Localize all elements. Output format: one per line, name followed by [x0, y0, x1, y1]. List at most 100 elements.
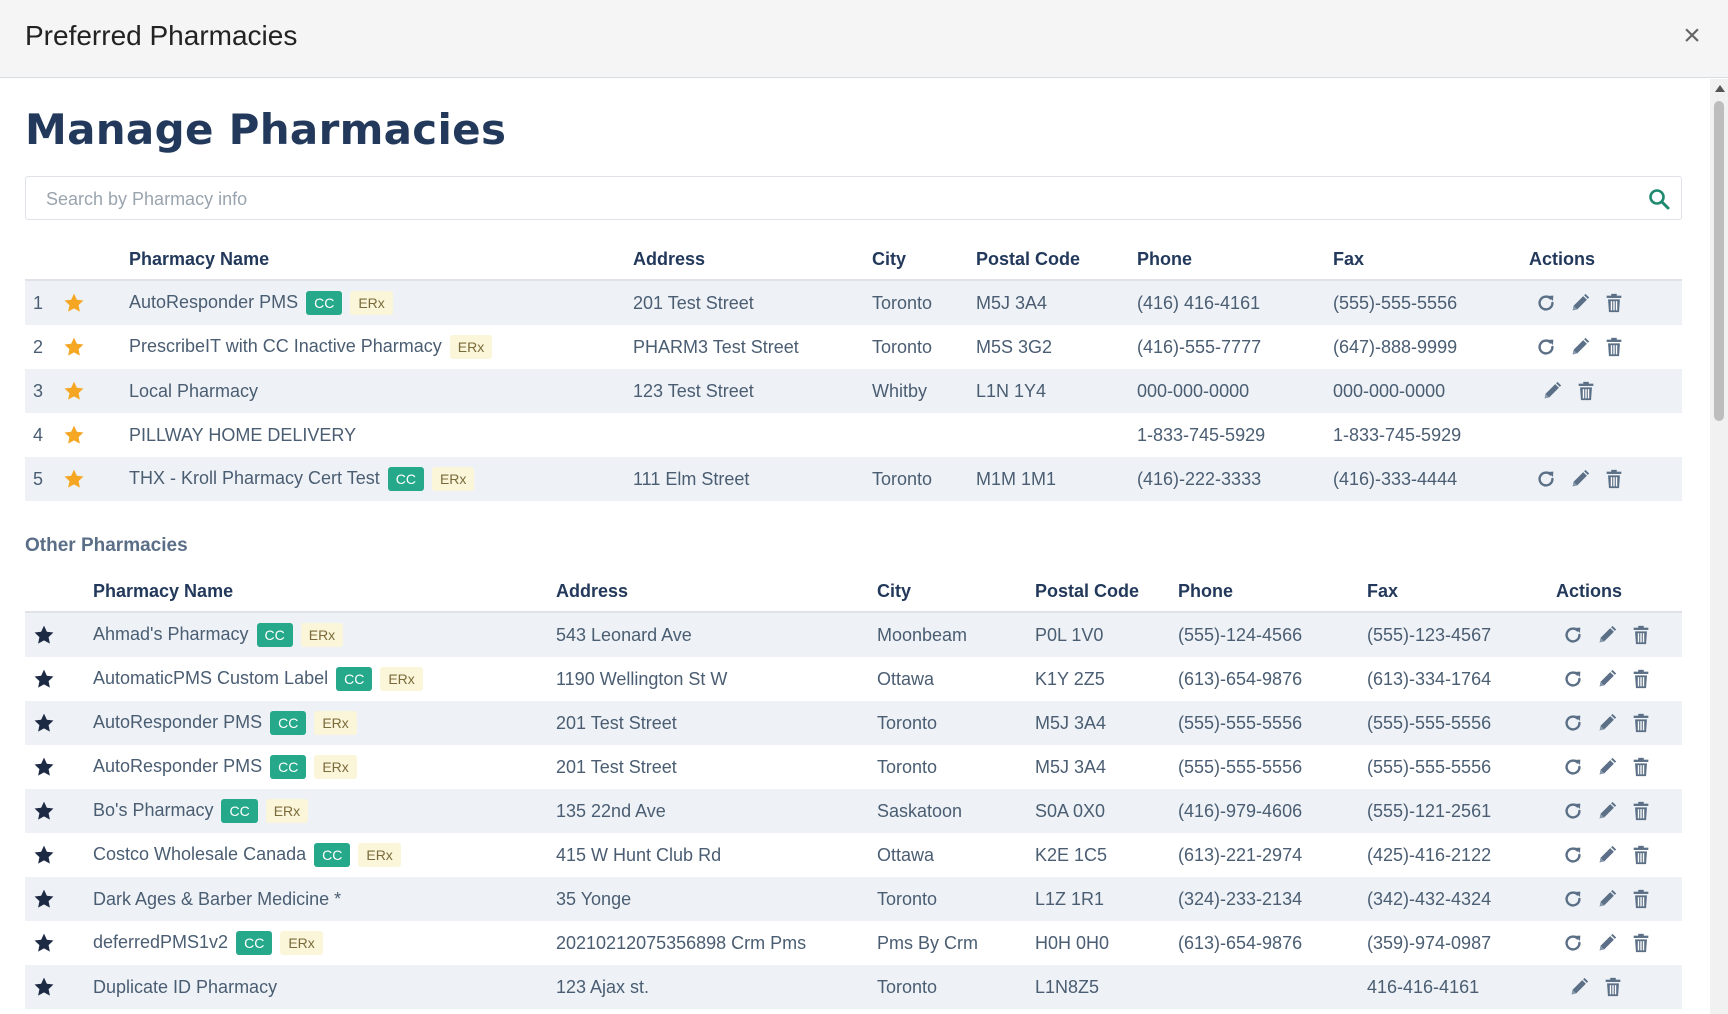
- header-phone[interactable]: Phone: [1137, 239, 1333, 281]
- postal-code: L1N8Z5: [1035, 976, 1100, 997]
- table-row[interactable]: 1 AutoResponder PMS CC ERx 201 Test Street To…: [25, 280, 1682, 325]
- refresh-icon[interactable]: [1562, 800, 1584, 822]
- refresh-icon[interactable]: [1562, 844, 1584, 866]
- header-pharmacy-name[interactable]: Pharmacy Name: [93, 571, 556, 613]
- header-postal-code[interactable]: Postal Code: [1035, 571, 1178, 613]
- edit-pencil-icon[interactable]: [1569, 292, 1591, 314]
- trash-icon[interactable]: [1575, 380, 1597, 402]
- table-row[interactable]: AutoResponder PMS CC ERx 201 Test Street Tor…: [25, 701, 1682, 745]
- header-postal-code[interactable]: Postal Code: [976, 239, 1137, 281]
- favorite-star-icon[interactable]: [33, 712, 55, 734]
- table-row[interactable]: Costco Wholesale Canada CC ERx 415 W Hunt C…: [25, 833, 1682, 877]
- refresh-icon[interactable]: [1562, 932, 1584, 954]
- row-number-label: 4: [33, 424, 44, 445]
- preferred-star-icon[interactable]: [63, 336, 85, 358]
- table-row[interactable]: AutomaticPMS Custom Label CC ERx 1190 Welli…: [25, 657, 1682, 701]
- pharmacy-name-cell: Bo's Pharmacy CC ERx: [93, 789, 556, 833]
- address: 35 Yonge: [556, 888, 632, 909]
- close-icon[interactable]: ×: [1683, 19, 1701, 52]
- trash-icon[interactable]: [1630, 668, 1652, 690]
- preferred-star-icon[interactable]: [63, 424, 85, 446]
- refresh-icon[interactable]: [1562, 888, 1584, 910]
- row-actions: [1556, 624, 1682, 646]
- preferred-star-icon[interactable]: [63, 468, 85, 490]
- favorite-star-icon[interactable]: [33, 756, 55, 778]
- header-phone[interactable]: Phone: [1178, 571, 1367, 613]
- edit-pencil-icon[interactable]: [1596, 844, 1618, 866]
- edit-pencil-icon[interactable]: [1569, 468, 1591, 490]
- search-input[interactable]: [44, 177, 1608, 221]
- table-row[interactable]: AutoResponder PMS CC ERx 201 Test Street Tor…: [25, 745, 1682, 789]
- address: 543 Leonard Ave: [556, 624, 692, 645]
- edit-pencil-icon[interactable]: [1569, 336, 1591, 358]
- header-fax[interactable]: Fax: [1367, 571, 1556, 613]
- scrollbar-thumb[interactable]: [1714, 101, 1724, 421]
- refresh-icon[interactable]: [1535, 336, 1557, 358]
- preferred-star-icon[interactable]: [63, 380, 85, 402]
- phone: (416) 416-4161: [1137, 292, 1261, 313]
- table-row[interactable]: 5 THX - Kroll Pharmacy Cert Test CC ERx 111 …: [25, 457, 1682, 501]
- refresh-icon[interactable]: [1535, 468, 1557, 490]
- header-city[interactable]: City: [872, 239, 976, 281]
- refresh-icon[interactable]: [1562, 712, 1584, 734]
- preferred-star-icon[interactable]: [63, 292, 85, 314]
- table-row[interactable]: Bo's Pharmacy CC ERx 135 22nd Ave Saskatoon S…: [25, 789, 1682, 833]
- pharmacy-name: Duplicate ID Pharmacy: [93, 976, 278, 997]
- search-icon[interactable]: [1647, 187, 1671, 211]
- trash-icon[interactable]: [1603, 468, 1625, 490]
- table-row[interactable]: Dark Ages & Barber Medicine * 35 Yonge Tor…: [25, 877, 1682, 921]
- postal-code: P0L 1V0: [1035, 624, 1104, 645]
- edit-pencil-icon[interactable]: [1596, 712, 1618, 734]
- table-header-row: Pharmacy Name Address City Postal Code P…: [25, 571, 1682, 613]
- edit-pencil-icon[interactable]: [1596, 800, 1618, 822]
- refresh-icon[interactable]: [1562, 756, 1584, 778]
- favorite-star-icon[interactable]: [33, 932, 55, 954]
- edit-pencil-icon[interactable]: [1596, 624, 1618, 646]
- trash-icon[interactable]: [1630, 624, 1652, 646]
- edit-pencil-icon[interactable]: [1568, 976, 1590, 998]
- table-row[interactable]: 2 PrescribeIT with CC Inactive Pharmacy ER…: [25, 325, 1682, 369]
- trash-icon[interactable]: [1630, 800, 1652, 822]
- favorite-star-icon[interactable]: [33, 844, 55, 866]
- trash-icon[interactable]: [1603, 336, 1625, 358]
- trash-icon[interactable]: [1630, 932, 1652, 954]
- favorite-star-icon[interactable]: [33, 976, 55, 998]
- table-row[interactable]: 3 Local Pharmacy 123 Test Street Whitby L1N …: [25, 369, 1682, 413]
- trash-icon[interactable]: [1630, 712, 1652, 734]
- city: Toronto: [877, 976, 938, 997]
- edit-pencil-icon[interactable]: [1541, 380, 1563, 402]
- table-row[interactable]: Duplicate ID Pharmacy 123 Ajax st. Toronto…: [25, 965, 1682, 1009]
- other-pharmacies-title: Other Pharmacies: [25, 535, 188, 556]
- favorite-star-icon[interactable]: [33, 888, 55, 910]
- refresh-icon[interactable]: [1562, 624, 1584, 646]
- postal-code: H0H 0H0: [1035, 932, 1110, 953]
- refresh-icon[interactable]: [1535, 292, 1557, 314]
- edit-pencil-icon[interactable]: [1596, 756, 1618, 778]
- city: Toronto: [872, 468, 933, 489]
- favorite-star-icon[interactable]: [33, 624, 55, 646]
- trash-icon[interactable]: [1603, 292, 1625, 314]
- edit-pencil-icon[interactable]: [1596, 932, 1618, 954]
- header-pharmacy-name[interactable]: Pharmacy Name: [129, 239, 633, 281]
- favorite-star-icon[interactable]: [33, 800, 55, 822]
- table-row[interactable]: deferredPMS1v2 CC ERx 20210212075356898 Crm…: [25, 921, 1682, 965]
- trash-icon[interactable]: [1630, 888, 1652, 910]
- favorite-star-icon[interactable]: [33, 668, 55, 690]
- row-actions: [1556, 976, 1682, 998]
- header-address[interactable]: Address: [556, 571, 877, 613]
- pharmacy-name-cell: PrescribeIT with CC Inactive Pharmacy ERx: [129, 325, 633, 369]
- phone-cell: (613)-221-2974: [1178, 833, 1367, 877]
- trash-icon[interactable]: [1630, 844, 1652, 866]
- refresh-icon[interactable]: [1562, 668, 1584, 690]
- header-city[interactable]: City: [877, 571, 1035, 613]
- header-address[interactable]: Address: [633, 239, 872, 281]
- trash-icon[interactable]: [1630, 756, 1652, 778]
- scroll-up-arrow-icon[interactable]: [1715, 85, 1725, 92]
- scrollbar[interactable]: [1710, 79, 1728, 1014]
- edit-pencil-icon[interactable]: [1596, 888, 1618, 910]
- edit-pencil-icon[interactable]: [1596, 668, 1618, 690]
- header-fax[interactable]: Fax: [1333, 239, 1529, 281]
- table-row[interactable]: 4 PILLWAY HOME DELIVERY 1-833-745-5929 1-83…: [25, 413, 1682, 457]
- trash-icon[interactable]: [1602, 976, 1624, 998]
- table-row[interactable]: Ahmad's Pharmacy CC ERx 543 Leonard Ave Moon…: [25, 612, 1682, 657]
